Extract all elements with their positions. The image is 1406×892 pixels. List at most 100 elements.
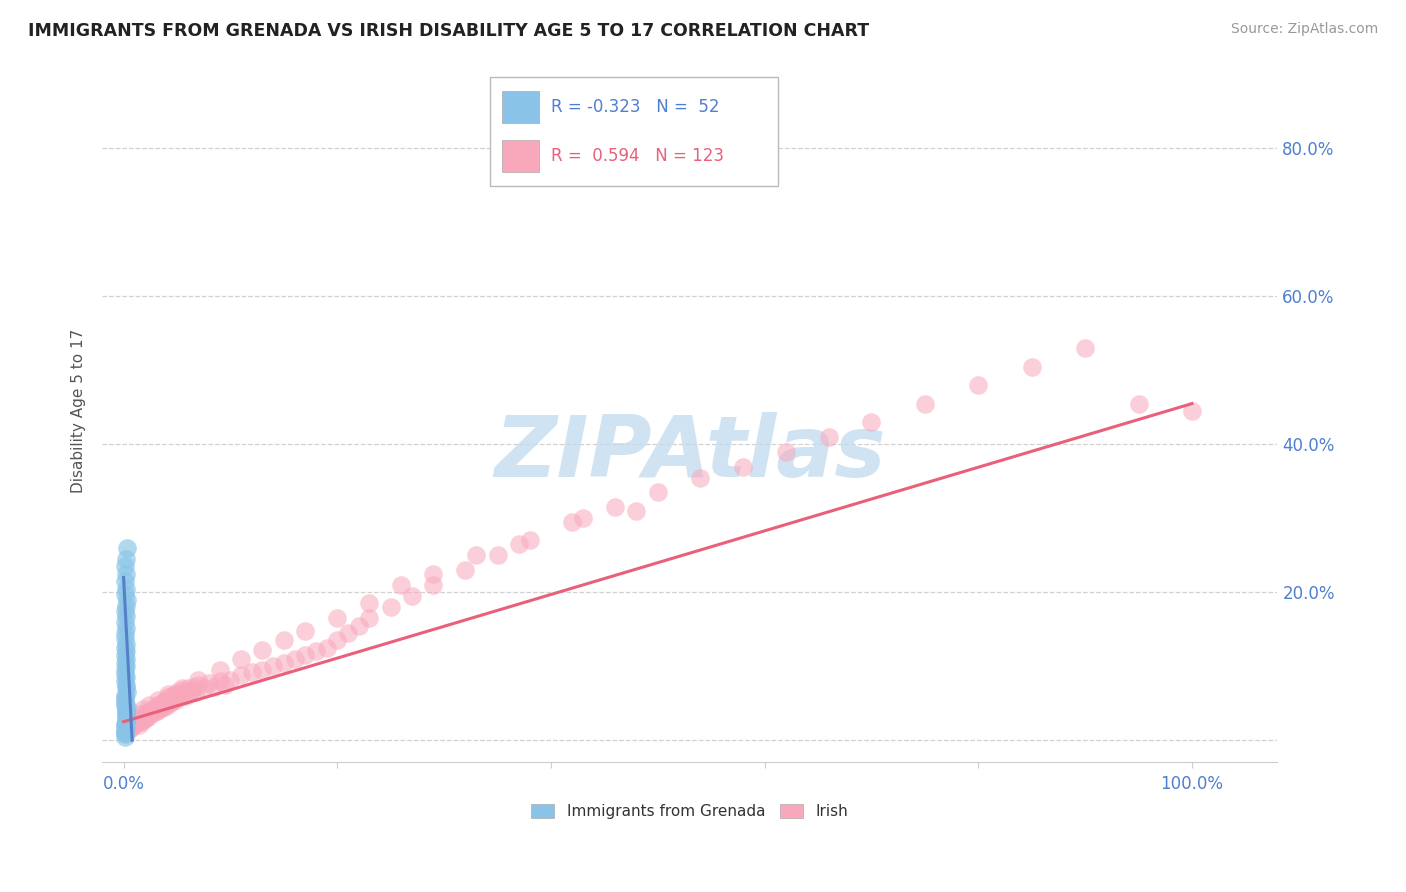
Y-axis label: Disability Age 5 to 17: Disability Age 5 to 17 <box>72 329 86 493</box>
Point <box>454 563 477 577</box>
Point <box>118 722 141 736</box>
FancyBboxPatch shape <box>491 78 778 186</box>
Point <box>114 705 136 719</box>
Point <box>114 648 136 662</box>
Point <box>121 714 143 729</box>
Point <box>114 726 136 740</box>
Point <box>294 624 316 638</box>
Point <box>114 552 136 566</box>
Point <box>156 698 179 712</box>
Point <box>1181 404 1204 418</box>
Point <box>167 690 190 705</box>
Point <box>359 611 381 625</box>
Point <box>146 692 169 706</box>
Point <box>647 485 669 500</box>
Point <box>114 709 136 723</box>
Point <box>114 566 136 581</box>
Point <box>115 685 138 699</box>
Point <box>163 687 186 701</box>
Point <box>174 689 197 703</box>
Point <box>114 718 136 732</box>
Point <box>134 707 156 722</box>
Point <box>114 604 136 618</box>
Point <box>117 720 139 734</box>
Point <box>146 702 169 716</box>
Point <box>141 707 163 722</box>
Point <box>114 666 136 681</box>
Point <box>114 702 136 716</box>
Point <box>262 659 284 673</box>
Point <box>118 718 141 732</box>
Point <box>114 704 136 718</box>
Point <box>114 574 136 589</box>
Point <box>229 652 252 666</box>
Point <box>163 690 186 705</box>
Point <box>465 549 488 563</box>
Text: R = -0.323   N =  52: R = -0.323 N = 52 <box>551 98 720 116</box>
Point <box>572 511 595 525</box>
Point <box>193 681 215 696</box>
Point <box>186 685 208 699</box>
Point <box>135 711 157 725</box>
Point <box>124 717 146 731</box>
Point <box>283 652 305 666</box>
Point <box>114 659 136 673</box>
Point <box>422 566 444 581</box>
Point <box>183 680 205 694</box>
Point <box>1021 359 1043 374</box>
Point <box>117 722 139 736</box>
Point <box>1074 341 1097 355</box>
Bar <box>502 140 540 172</box>
Bar <box>502 91 540 123</box>
Point <box>114 724 136 739</box>
Point <box>149 696 172 710</box>
Point <box>127 714 149 729</box>
Point <box>326 633 349 648</box>
Point <box>114 722 136 736</box>
Point <box>114 692 136 706</box>
Text: IMMIGRANTS FROM GRENADA VS IRISH DISABILITY AGE 5 TO 17 CORRELATION CHART: IMMIGRANTS FROM GRENADA VS IRISH DISABIL… <box>28 22 869 40</box>
Text: Source: ZipAtlas.com: Source: ZipAtlas.com <box>1230 22 1378 37</box>
Point <box>143 705 166 719</box>
Point <box>733 459 755 474</box>
Point <box>115 724 138 739</box>
Point <box>114 717 136 731</box>
Point <box>326 611 349 625</box>
Point <box>125 713 148 727</box>
Point <box>347 618 370 632</box>
Point <box>159 695 181 709</box>
Point <box>114 599 136 613</box>
Point <box>132 709 155 723</box>
Point <box>136 709 159 723</box>
Point <box>114 621 136 635</box>
Point <box>114 587 136 601</box>
Point <box>252 643 274 657</box>
Point <box>160 689 183 703</box>
Point <box>136 705 159 719</box>
Point <box>114 690 136 705</box>
Point <box>114 615 136 629</box>
Point <box>202 680 225 694</box>
Point <box>315 640 337 655</box>
Point <box>122 714 145 729</box>
Point <box>519 533 541 548</box>
Point <box>157 690 180 705</box>
Point <box>689 470 711 484</box>
Point <box>114 663 136 677</box>
Point <box>967 378 990 392</box>
Point <box>138 707 160 722</box>
Point <box>162 692 184 706</box>
Point <box>114 582 136 596</box>
Point <box>114 722 136 736</box>
Point <box>145 700 167 714</box>
Point <box>166 685 188 699</box>
Point <box>114 559 136 574</box>
Point <box>389 578 412 592</box>
Point <box>155 692 177 706</box>
Point <box>508 537 530 551</box>
Point <box>561 515 583 529</box>
Point <box>141 705 163 719</box>
Point <box>114 644 136 658</box>
Text: ZIPAtlas: ZIPAtlas <box>494 412 886 495</box>
Point <box>860 415 883 429</box>
